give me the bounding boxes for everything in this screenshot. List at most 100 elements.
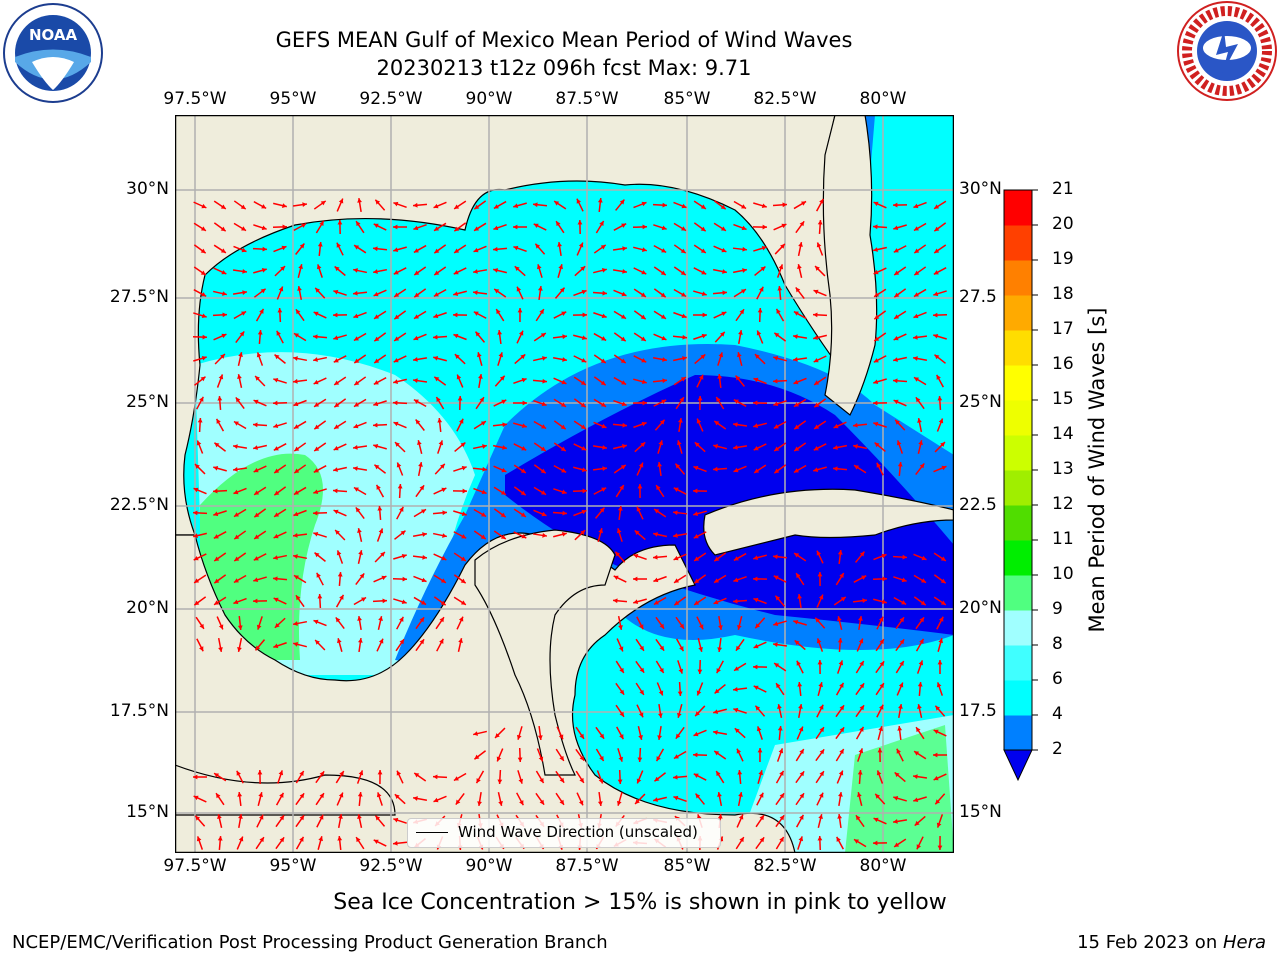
wind-wave-arrowhead [914,270,920,276]
wind-wave-arrowhead [937,660,943,665]
wind-wave-arrowhead [738,330,743,335]
wind-wave-arrowhead [237,647,242,652]
wind-wave-arrowhead [313,489,319,495]
wind-wave-arrowhead [858,638,864,644]
wind-wave-arrowhead [933,752,938,758]
wind-wave-arrowhead [602,466,607,472]
wind-wave-arrowhead [774,468,780,474]
wind-wave-arrowhead [373,291,379,297]
wind-wave-arrowhead [761,203,767,209]
wind-wave-arrowhead [353,268,358,273]
wind-wave-arrowhead [895,419,900,425]
wind-wave-arrowhead [879,704,884,710]
wind-wave-arrowhead [541,511,547,517]
wind-wave-arrowhead [919,617,925,623]
wind-wave-arrowhead [796,660,801,666]
wind-wave-arrowhead [461,465,467,471]
wind-wave-arrowhead [660,292,666,298]
wind-wave-arrowhead [713,599,719,605]
wind-wave-arrowhead [274,623,280,628]
bottom-lon-label: 82.5°W [753,856,817,876]
wind-wave-arrowhead [599,221,604,227]
colorbar-segment [1004,540,1032,576]
wind-wave-arrowhead [373,839,379,845]
wind-wave-arrowhead [235,397,241,403]
wind-wave-arrowhead [839,749,844,755]
wind-wave-arrowhead [393,224,398,230]
wind-wave-arrowhead [859,683,865,689]
wind-wave-arrowhead [433,313,439,319]
wind-wave-arrowhead [394,314,400,320]
wind-wave-arrowhead [480,534,486,540]
wind-wave-arrowhead [641,201,647,207]
wind-wave-arrowhead [700,226,706,232]
wind-wave-arrowhead [361,597,367,602]
wind-wave-arrowhead [413,399,419,404]
wind-wave-arrowhead [241,226,246,231]
wind-wave-arrowhead [393,421,399,427]
wind-wave-arrowhead [295,309,301,315]
wind-wave-arrowhead [473,731,478,736]
wind-wave-arrowhead [799,221,805,227]
wind-wave-arrowhead [813,289,819,295]
wind-wave-arrowhead [474,754,480,760]
top-lon-label: 92.5°W [359,89,423,109]
wind-wave-arrowhead [639,624,644,630]
wind-wave-arrowhead [873,201,879,207]
wind-wave-arrowhead [218,647,223,652]
wind-wave-arrowhead [719,331,725,337]
chart-title-line2: 20230213 t12z 096h fcst Max: 9.71 [376,56,752,80]
wind-wave-arrowhead [437,418,443,423]
colorbar-tick-label: 12 [1052,494,1074,514]
wind-wave-arrowhead [755,705,761,711]
wind-wave-arrowhead [873,840,878,846]
wind-wave-arrowhead [560,446,566,451]
footer-right: 15 Feb 2023 on Hera [1077,932,1266,953]
wind-wave-arrowhead [693,511,699,516]
wind-wave-arrowhead [274,354,280,360]
wind-wave-arrowhead [817,572,823,577]
wind-wave-arrowhead [775,595,781,601]
wind-wave-arrowhead [799,771,805,777]
wind-wave-arrowhead [393,840,398,846]
wind-wave-arrowhead [419,639,425,645]
wind-wave-arrowhead [873,400,878,406]
wind-wave-arrowhead [453,333,459,339]
wind-wave-arrowhead [762,224,767,230]
wind-wave-arrowhead [413,202,418,208]
wind-wave-arrowhead [733,707,739,713]
wind-wave-arrowhead [735,375,741,381]
wind-wave-arrowhead [418,462,423,467]
wind-wave-arrowhead [675,463,681,469]
wind-wave-arrowhead [773,378,778,384]
wind-wave-arrowhead [353,466,358,471]
wind-wave-arrowhead [600,358,606,364]
wind-wave-arrowhead [521,533,527,539]
wind-wave-arrowhead [374,314,380,319]
wind-wave-arrowhead [893,248,899,253]
wind-wave-arrowhead [894,314,900,319]
wind-wave-arrowhead [641,421,647,427]
wind-wave-arrowhead [819,771,824,777]
wind-wave-arrowhead [482,466,487,472]
wind-wave-arrowhead [917,682,923,687]
wind-wave-arrowhead [816,550,822,556]
wind-wave-arrowhead [620,336,626,342]
wind-wave-arrowhead [440,463,445,469]
wind-wave-arrowhead [520,512,526,517]
wind-wave-arrowhead [500,490,506,495]
wind-wave-arrowhead [794,424,800,430]
wind-wave-arrowhead [714,751,720,756]
wind-wave-arrowhead [533,202,538,208]
wind-wave-arrowhead [693,731,699,737]
wind-wave-arrowhead [613,575,619,581]
wind-wave-arrowhead [381,575,387,581]
wind-wave-arrowhead [938,418,944,424]
wind-wave-arrowhead [339,771,344,777]
wind-wave-arrowhead [798,726,804,732]
wind-wave-arrowhead [933,729,939,735]
wind-wave-arrowhead [857,770,863,775]
wind-wave-arrowhead [313,531,319,537]
wind-wave-arrowhead [439,638,444,644]
wind-wave-arrowhead [679,397,684,403]
